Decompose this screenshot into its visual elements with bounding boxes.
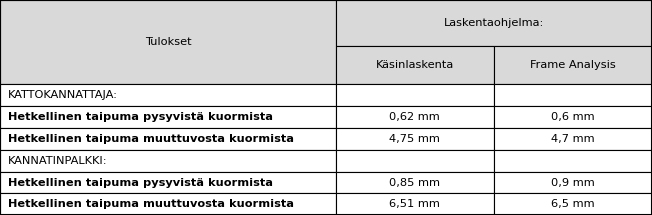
Bar [336,46,494,84]
Text: 0,62 mm: 0,62 mm [389,112,440,122]
Text: 4,75 mm: 4,75 mm [389,134,440,144]
Text: KANNATINPALKKI:: KANNATINPALKKI: [8,156,108,166]
Bar [0,84,336,106]
Text: 6,5 mm: 6,5 mm [551,200,595,209]
Bar [494,172,652,194]
Bar [494,46,652,84]
Bar [0,106,336,128]
Bar [494,150,652,172]
Text: Laskentaohjelma:: Laskentaohjelma: [444,18,544,28]
Bar [336,172,494,194]
Bar [0,172,336,194]
Bar [494,84,652,106]
Text: Frame Analysis: Frame Analysis [530,60,615,70]
Text: KATTOKANNATTAJA:: KATTOKANNATTAJA: [8,90,118,100]
Bar [0,194,336,215]
Bar [336,128,494,150]
Bar [336,194,494,215]
Bar [494,106,652,128]
Text: 6,51 mm: 6,51 mm [389,200,440,209]
Text: Hetkellinen taipuma muuttuvosta kuormista: Hetkellinen taipuma muuttuvosta kuormist… [8,134,294,144]
Text: 0,85 mm: 0,85 mm [389,178,440,187]
Bar [0,128,336,150]
Bar [336,84,494,106]
Bar [336,106,494,128]
Bar [336,0,652,46]
Text: Hetkellinen taipuma pysyvistä kuormista: Hetkellinen taipuma pysyvistä kuormista [8,178,273,187]
Bar [494,128,652,150]
Bar [0,150,336,172]
Text: Hetkellinen taipuma muuttuvosta kuormista: Hetkellinen taipuma muuttuvosta kuormist… [8,200,294,209]
Text: 0,9 mm: 0,9 mm [551,178,595,187]
Text: Käsinlaskenta: Käsinlaskenta [376,60,454,70]
Text: 4,7 mm: 4,7 mm [551,134,595,144]
Bar [494,194,652,215]
Bar [336,150,494,172]
Text: Tulokset: Tulokset [145,37,191,47]
Text: 0,6 mm: 0,6 mm [551,112,595,122]
Bar [0,0,336,84]
Text: Hetkellinen taipuma pysyvistä kuormista: Hetkellinen taipuma pysyvistä kuormista [8,112,273,122]
